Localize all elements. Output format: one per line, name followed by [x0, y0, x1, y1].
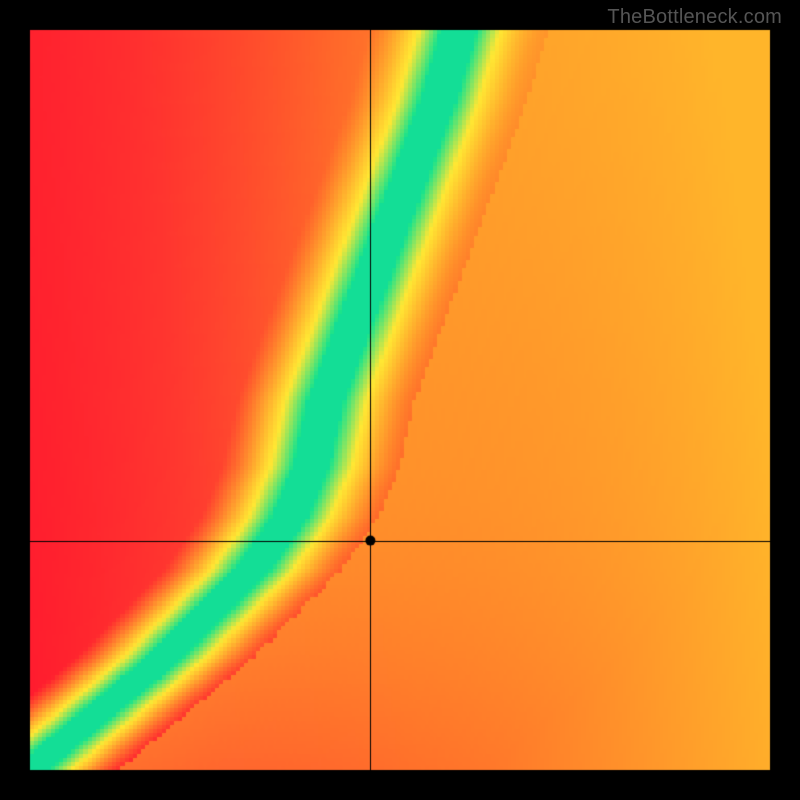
watermark-text: TheBottleneck.com — [607, 6, 782, 29]
bottleneck-heatmap-canvas — [0, 0, 800, 800]
